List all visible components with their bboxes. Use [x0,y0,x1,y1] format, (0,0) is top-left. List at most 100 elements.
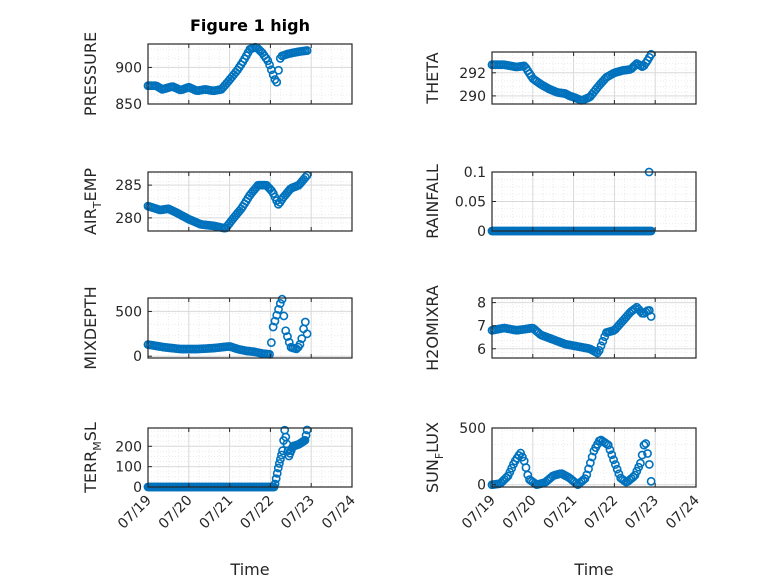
data-point [297,334,307,344]
x-tick-label: 07/23 [278,493,318,533]
chart-title: Figure 1 high [190,16,310,35]
data-point [272,77,282,87]
data-point [272,468,282,478]
data-point [278,446,287,456]
y-tick-label: 292 [459,66,486,82]
y-axis-label: RAINFALL [423,164,442,239]
subplot-h2omixra: 6 7 8 H2OMIXRA [423,285,697,371]
y-tick-label: 100 [115,460,142,476]
data-point [268,322,278,332]
data-point [275,299,285,308]
subplot-sun_flux: 0 500 07/19 07/20 07/21 07/22 07/23 07/24 Time SU… [423,421,703,579]
subplot-terr_msl: 0 100 200 07/19 07/20 07/21 07/22 07/23 07/24 Tim… [81,422,359,579]
y-tick-label: 200 [115,439,142,455]
data-point [300,435,310,445]
x-tick-label: 07/22 [237,493,277,533]
data-point [646,476,656,486]
data-point [276,454,285,464]
x-tick-label: 07/19 [459,493,499,533]
data-point [644,460,654,469]
subplot-theta: 290 292 THETA [423,49,697,105]
subplot-pressure: 850 900 PRESSURE Figure 1 high [81,16,353,116]
data-point [295,339,305,349]
x-axis-label: Time [229,560,269,579]
y-tick-label: 6 [477,342,486,358]
y-tick-label: 850 [115,97,142,113]
axes-box [491,427,697,488]
y-tick-label: 0 [477,478,486,494]
data-point [279,311,289,321]
data-point [277,294,287,304]
x-tick-label: 07/24 [663,492,703,532]
data-point [302,46,312,55]
data-point [605,445,615,455]
data-point [301,172,310,182]
data-point [635,458,645,468]
data-point [594,345,604,355]
data-point [598,336,608,346]
data-point [274,304,283,314]
y-tick-label: 290 [459,89,486,105]
data-point [302,329,312,339]
x-tick-label: 07/20 [156,493,196,533]
data-point [610,460,620,469]
axes-box [147,171,353,232]
data-point [274,459,284,468]
data-point [637,450,647,460]
y-tick-label: 0 [133,349,142,365]
y-tick-label: 900 [115,60,142,76]
axes-box [147,427,353,488]
data-point [643,449,652,458]
axes-box [491,51,697,105]
y-axis-label: THETA [423,52,442,104]
y-tick-label: 0 [477,224,486,240]
y-tick-label: 285 [115,178,142,194]
data-point [271,474,281,484]
data-point [283,332,292,341]
data-point [274,65,283,75]
y-axis-label: MIXDEPTH [81,286,100,369]
x-tick-label: 07/21 [197,493,237,533]
subplot-rainfall: 0 0.05 0.1 RAINFALL [423,164,697,240]
subplot-air_temp: 280 285 AIRTEMP [81,168,353,235]
data-point [639,440,649,450]
x-axis-label: Time [573,560,613,579]
y-tick-label: 500 [115,304,142,320]
data-point [300,317,310,327]
y-tick-label: 0 [133,480,142,496]
axes-box [147,297,353,359]
x-tick-label: 07/20 [500,493,540,533]
y-axis-label: TERRMSL [81,422,104,494]
data-point [301,430,311,440]
y-tick-label: 0.05 [455,195,486,211]
data-point [266,338,276,347]
data-point [281,326,291,336]
y-axis-label: AIRTEMP [81,168,104,235]
data-point [612,464,622,474]
x-tick-label: 07/19 [115,493,155,533]
x-tick-label: 07/23 [622,493,662,533]
y-tick-label: 500 [459,421,486,437]
y-axis-label: SUNFLUX [423,422,446,493]
data-point [596,341,606,351]
y-axis-label: PRESSURE [81,32,100,116]
data-point [646,312,656,321]
y-tick-label: 0.1 [464,165,486,181]
data-point [268,70,278,80]
y-tick-label: 7 [477,319,486,335]
x-tick-label: 07/24 [319,492,359,532]
data-point [263,56,273,66]
y-tick-label: 280 [115,211,142,227]
data-point [607,450,617,460]
data-point [521,463,531,472]
data-point [603,440,613,450]
y-axis-label: H2OMIXRA [423,285,442,371]
axes-box [491,297,697,359]
data-point [270,316,280,326]
data-point [265,60,274,70]
x-tick-label: 07/21 [541,493,581,533]
data-point [609,455,618,465]
subplot-mixdepth: 0 500 MIXDEPTH [81,286,353,370]
y-tick-label: 8 [477,296,486,312]
